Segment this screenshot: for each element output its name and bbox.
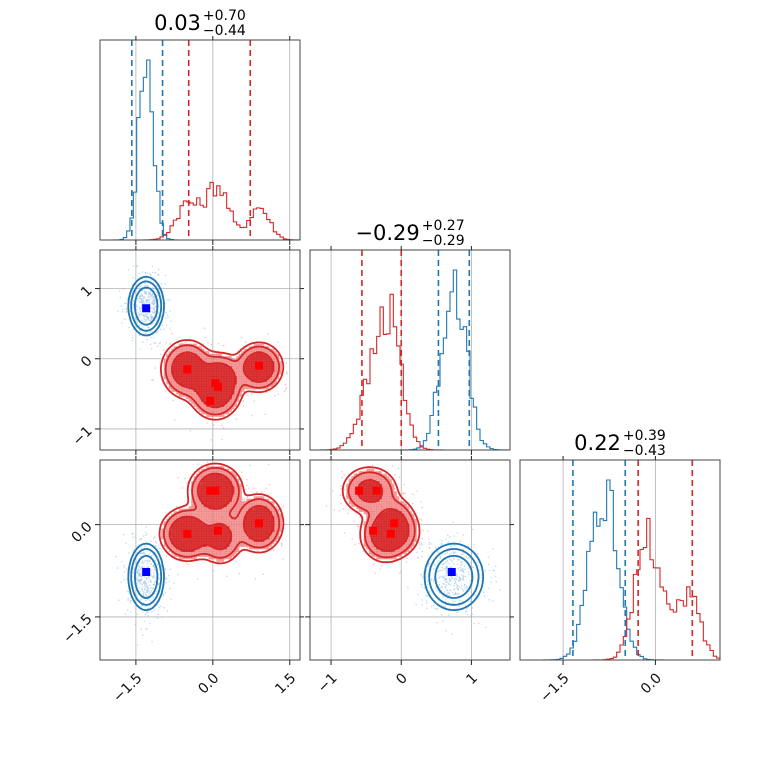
contour-series-1-level-1 [163, 467, 281, 559]
panel-2-2: −1.5 0.0 [519, 456, 721, 706]
panel-1-1 [309, 246, 511, 455]
marker-series-1-4 [213, 382, 222, 391]
axes-frame [99, 39, 301, 241]
contour-series-0-level-2 [134, 555, 159, 599]
marker-series-1-1 [211, 486, 220, 495]
panel-1-0: −1 0 1 [70, 246, 304, 455]
marker-series-1-2 [254, 361, 263, 370]
x-tick-label: −1.5 [537, 670, 572, 705]
y-tick-label: 0 [78, 353, 96, 371]
histogram-series-1 [310, 293, 510, 450]
panel-0-0 [99, 36, 301, 245]
marker-series-1-0 [183, 529, 192, 538]
contour-series-0-level-1 [130, 280, 163, 332]
x-tick-label: 0 [393, 670, 411, 688]
title-median: 0.22 [574, 431, 621, 455]
marker-series-0-0 [142, 568, 151, 576]
histogram-series-0 [100, 59, 300, 240]
x-tick-label: 0.0 [195, 670, 222, 697]
title-plus: +0.70 [203, 8, 246, 24]
marker-series-1-0 [183, 365, 192, 374]
y-tick-label: −1 [70, 423, 96, 449]
contour-series-0-level-0 [423, 542, 485, 611]
y-tick-label: −1.5 [60, 611, 95, 646]
contour-series-0-level-0 [127, 542, 165, 611]
axes-frame [309, 459, 511, 661]
contour-series-0-level-2 [434, 555, 474, 599]
marker-series-1-4 [369, 526, 378, 535]
title-plus: +0.27 [422, 218, 465, 234]
marker-series-1-2 [390, 519, 399, 528]
y-tick-label: 1 [78, 283, 96, 301]
title-minus: −0.44 [203, 23, 246, 39]
panel-title-1: −0.29 +0.27−0.29 [355, 218, 464, 249]
contour-series-1-level-2 [168, 472, 275, 552]
axes-frame [99, 249, 301, 451]
marker-series-1-3 [206, 486, 215, 495]
contour-series-0-level-2 [134, 286, 159, 326]
x-tick-label: −1.5 [110, 670, 145, 705]
panel-2-0: −1.5 0.0 1.5 −1.5 0.0 [60, 456, 304, 706]
contour-series-0-level-1 [130, 548, 163, 606]
contour-series-1-level-1 [164, 344, 280, 416]
y-tick-label: 0.0 [69, 519, 96, 546]
contour-series-1-level-2 [171, 351, 275, 409]
x-tick-label: −1 [315, 670, 341, 696]
histogram-series-0 [310, 269, 510, 450]
x-tick-label: 1 [463, 670, 481, 688]
marker-series-0-0 [447, 568, 456, 576]
title-minus: −0.29 [422, 233, 465, 249]
title-minus: −0.43 [623, 443, 666, 459]
marker-series-0-0 [142, 304, 151, 313]
x-tick-label: 1.5 [272, 670, 299, 697]
axes-frame [519, 459, 721, 661]
contour-series-0-level-1 [428, 548, 480, 606]
marker-series-1-1 [372, 486, 381, 495]
axes-frame [309, 249, 511, 451]
contour-series-1-level-0 [341, 466, 421, 564]
panel-2-1: −1 0 1 [305, 456, 514, 696]
panel-title-0: 0.03 +0.70−0.44 [154, 8, 246, 39]
title-plus: +0.39 [623, 428, 666, 444]
marker-series-1-4 [213, 526, 222, 535]
marker-series-1-0 [386, 529, 395, 538]
histogram-series-0 [520, 479, 720, 660]
x-tick-label: 0.0 [638, 670, 665, 697]
marker-series-1-3 [355, 486, 364, 495]
title-median: 0.03 [154, 11, 201, 35]
marker-series-1-2 [254, 519, 263, 528]
histogram-series-1 [520, 517, 720, 660]
contour-series-0-level-0 [127, 275, 165, 337]
marker-series-1-3 [206, 396, 215, 405]
contour-series-1-level-0 [158, 462, 285, 565]
contour-series-1-level-1 [347, 471, 416, 559]
title-median: −0.29 [355, 221, 419, 245]
panel-title-2: 0.22 +0.39−0.43 [574, 428, 666, 459]
axes-frame [99, 459, 301, 661]
contour-series-1-level-0 [160, 339, 285, 421]
